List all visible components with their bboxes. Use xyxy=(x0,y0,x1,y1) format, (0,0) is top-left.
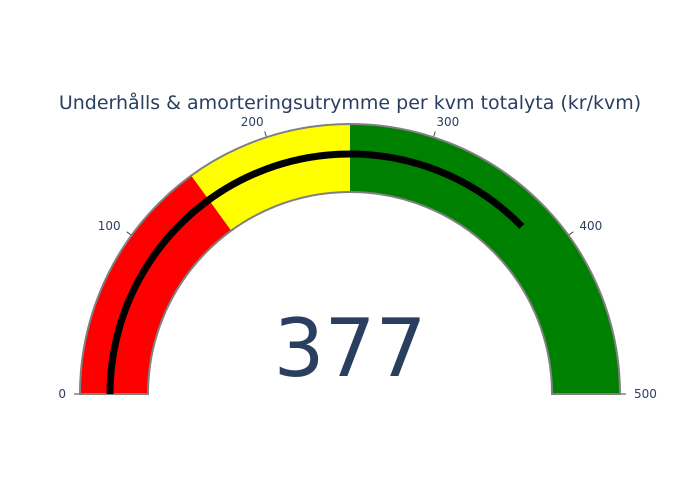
gauge-tick-label: 500 xyxy=(634,387,657,401)
gauge-tick-mark xyxy=(433,131,436,137)
gauge-tick-label: 0 xyxy=(58,387,66,401)
gauge-tick-label: 200 xyxy=(241,115,264,129)
gauge-tick-label: 400 xyxy=(579,219,602,233)
gauge-tick-mark xyxy=(264,131,267,137)
gauge-step-2 xyxy=(350,124,620,394)
gauge-value-bar xyxy=(106,150,525,395)
gauge-tick-mark xyxy=(568,231,574,236)
gauge-border xyxy=(78,123,622,395)
gauge-outline xyxy=(78,123,622,395)
gauge-step-1 xyxy=(191,124,350,231)
gauge-ticks: 0 100 200 300 400 500 xyxy=(58,115,657,401)
gauge-value-number: 377 xyxy=(274,302,427,395)
gauge-tick-label: 300 xyxy=(436,115,459,129)
gauge-tick-label: 100 xyxy=(98,219,121,233)
chart-title: Underhålls & amorteringsutrymme per kvm … xyxy=(59,91,641,114)
gauge-tick-mark xyxy=(126,231,132,236)
